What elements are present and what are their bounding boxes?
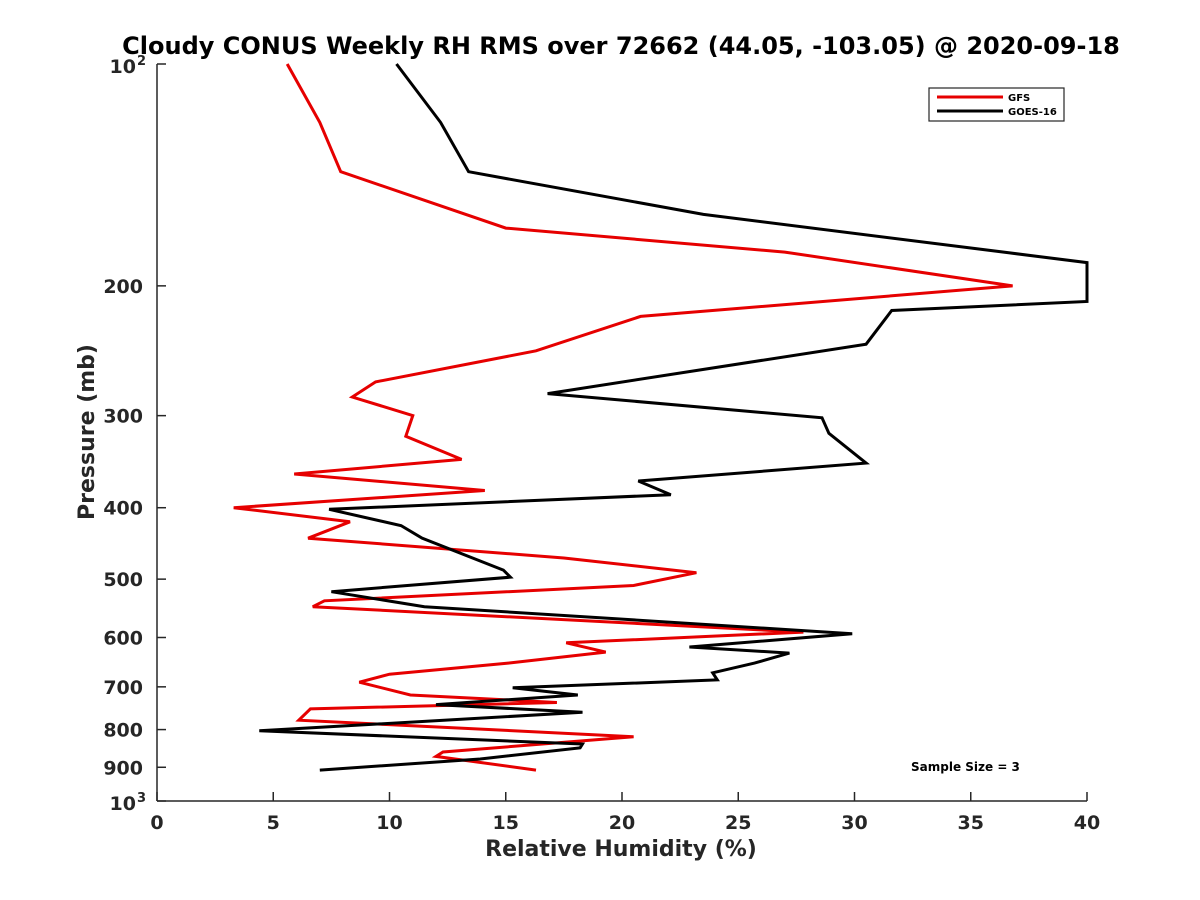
legend-box [928, 87, 1065, 122]
x-tick-label: 40 [1074, 812, 1100, 834]
x-tick-label: 10 [376, 812, 402, 834]
x-tick-label: 30 [841, 812, 867, 834]
chart-title: Cloudy CONUS Weekly RH RMS over 72662 (4… [122, 32, 1120, 60]
x-tick-label: 25 [725, 812, 751, 834]
y-tick-exponent: 3 [137, 791, 146, 806]
y-tick-label: 600 [103, 627, 143, 649]
y-tick-exponent: 2 [137, 54, 146, 69]
legend-label-goes16: GOES-16 [1008, 107, 1057, 118]
x-tick-label: 15 [493, 812, 519, 834]
y-tick-label: 400 [103, 498, 143, 520]
series-lines [233, 63, 1089, 772]
plot-area: 0 5 10 15 20 25 30 35 40 10 220030040050060070080… [103, 54, 1100, 834]
x-ticks: 0 5 10 15 20 25 30 35 40 [150, 792, 1100, 834]
series-line-gfs [233, 63, 1013, 772]
x-tick-label: 5 [267, 812, 280, 834]
y-tick-label: 10 [110, 793, 136, 815]
y-tick-label: 500 [103, 569, 143, 591]
x-tick-label: 0 [150, 812, 163, 834]
y-tick-label: 800 [103, 720, 143, 742]
x-axis-label: Relative Humidity (%) [485, 837, 757, 862]
legend: GFS GOES-16 [928, 87, 1065, 122]
y-tick-label: 10 [110, 56, 136, 78]
series-line-goes16 [259, 63, 1089, 772]
y-tick-label: 200 [103, 276, 143, 298]
x-tick-label: 20 [609, 812, 635, 834]
sample-size-annotation: Sample Size = 3 [911, 760, 1020, 774]
y-axis-label: Pressure (mb) [75, 344, 100, 520]
y-tick-label: 700 [103, 677, 143, 699]
legend-label-gfs: GFS [1008, 93, 1030, 104]
x-tick-label: 35 [958, 812, 984, 834]
y-tick-label: 900 [103, 757, 143, 779]
y-tick-label: 300 [103, 406, 143, 428]
